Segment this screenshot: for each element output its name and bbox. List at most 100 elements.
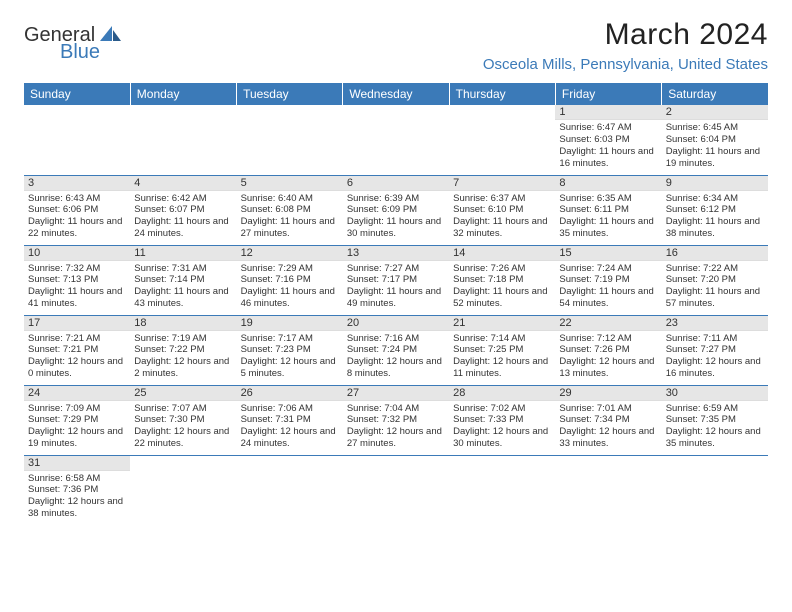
day-cell (237, 105, 343, 175)
day-cell: 27Sunrise: 7:04 AMSunset: 7:32 PMDayligh… (343, 385, 449, 455)
day-number (662, 456, 768, 458)
daylight-text: Daylight: 11 hours and 46 minutes. (241, 286, 339, 310)
daylight-text: Daylight: 11 hours and 24 minutes. (134, 216, 232, 240)
day-cell: 25Sunrise: 7:07 AMSunset: 7:30 PMDayligh… (130, 385, 236, 455)
daylight-text: Daylight: 12 hours and 5 minutes. (241, 356, 339, 380)
day-cell (130, 455, 236, 525)
sunset-text: Sunset: 7:27 PM (666, 344, 764, 356)
day-cell: 28Sunrise: 7:02 AMSunset: 7:33 PMDayligh… (449, 385, 555, 455)
day-details: Sunrise: 7:09 AMSunset: 7:29 PMDaylight:… (24, 401, 130, 454)
day-details: Sunrise: 7:14 AMSunset: 7:25 PMDaylight:… (449, 331, 555, 384)
day-details: Sunrise: 7:16 AMSunset: 7:24 PMDaylight:… (343, 331, 449, 384)
day-number (449, 456, 555, 458)
daylight-text: Daylight: 12 hours and 24 minutes. (241, 426, 339, 450)
month-title: March 2024 (483, 18, 768, 52)
day-details: Sunrise: 7:19 AMSunset: 7:22 PMDaylight:… (130, 331, 236, 384)
day-number: 27 (343, 386, 449, 401)
day-details: Sunrise: 6:45 AMSunset: 6:04 PMDaylight:… (662, 120, 768, 173)
sunset-text: Sunset: 7:33 PM (453, 414, 551, 426)
day-details: Sunrise: 7:17 AMSunset: 7:23 PMDaylight:… (237, 331, 343, 384)
day-number: 25 (130, 386, 236, 401)
day-number: 11 (130, 246, 236, 261)
sunset-text: Sunset: 7:19 PM (559, 274, 657, 286)
sunrise-text: Sunrise: 6:39 AM (347, 193, 445, 205)
sunset-text: Sunset: 7:34 PM (559, 414, 657, 426)
day-number: 10 (24, 246, 130, 261)
sunrise-text: Sunrise: 6:42 AM (134, 193, 232, 205)
sunset-text: Sunset: 6:10 PM (453, 204, 551, 216)
daylight-text: Daylight: 12 hours and 33 minutes. (559, 426, 657, 450)
sunset-text: Sunset: 7:30 PM (134, 414, 232, 426)
daylight-text: Daylight: 11 hours and 43 minutes. (134, 286, 232, 310)
sunset-text: Sunset: 7:35 PM (666, 414, 764, 426)
sunrise-text: Sunrise: 7:16 AM (347, 333, 445, 345)
sunset-text: Sunset: 7:16 PM (241, 274, 339, 286)
day-number: 26 (237, 386, 343, 401)
day-number (555, 456, 661, 458)
day-cell: 19Sunrise: 7:17 AMSunset: 7:23 PMDayligh… (237, 315, 343, 385)
day-number (343, 456, 449, 458)
sunrise-text: Sunrise: 6:47 AM (559, 122, 657, 134)
week-row: 3Sunrise: 6:43 AMSunset: 6:06 PMDaylight… (24, 175, 768, 245)
day-header: Tuesday (237, 83, 343, 105)
sunrise-text: Sunrise: 7:29 AM (241, 263, 339, 275)
day-number: 17 (24, 316, 130, 331)
sunset-text: Sunset: 7:23 PM (241, 344, 339, 356)
day-details: Sunrise: 7:24 AMSunset: 7:19 PMDaylight:… (555, 261, 661, 314)
day-cell (449, 455, 555, 525)
day-cell: 11Sunrise: 7:31 AMSunset: 7:14 PMDayligh… (130, 245, 236, 315)
day-cell: 29Sunrise: 7:01 AMSunset: 7:34 PMDayligh… (555, 385, 661, 455)
day-cell: 5Sunrise: 6:40 AMSunset: 6:08 PMDaylight… (237, 175, 343, 245)
sunrise-text: Sunrise: 6:59 AM (666, 403, 764, 415)
day-cell: 14Sunrise: 7:26 AMSunset: 7:18 PMDayligh… (449, 245, 555, 315)
day-details: Sunrise: 7:22 AMSunset: 7:20 PMDaylight:… (662, 261, 768, 314)
day-number: 5 (237, 176, 343, 191)
day-number: 1 (555, 105, 661, 120)
sunset-text: Sunset: 7:29 PM (28, 414, 126, 426)
sunset-text: Sunset: 7:25 PM (453, 344, 551, 356)
day-details: Sunrise: 7:07 AMSunset: 7:30 PMDaylight:… (130, 401, 236, 454)
sunrise-text: Sunrise: 7:04 AM (347, 403, 445, 415)
day-number (24, 105, 130, 107)
sunrise-text: Sunrise: 7:24 AM (559, 263, 657, 275)
sunrise-text: Sunrise: 6:58 AM (28, 473, 126, 485)
daylight-text: Daylight: 12 hours and 27 minutes. (347, 426, 445, 450)
day-number: 18 (130, 316, 236, 331)
day-number: 6 (343, 176, 449, 191)
day-details: Sunrise: 7:04 AMSunset: 7:32 PMDaylight:… (343, 401, 449, 454)
day-cell: 20Sunrise: 7:16 AMSunset: 7:24 PMDayligh… (343, 315, 449, 385)
day-cell: 23Sunrise: 7:11 AMSunset: 7:27 PMDayligh… (662, 315, 768, 385)
daylight-text: Daylight: 12 hours and 35 minutes. (666, 426, 764, 450)
week-row: 24Sunrise: 7:09 AMSunset: 7:29 PMDayligh… (24, 385, 768, 455)
day-cell: 1Sunrise: 6:47 AMSunset: 6:03 PMDaylight… (555, 105, 661, 175)
daylight-text: Daylight: 12 hours and 16 minutes. (666, 356, 764, 380)
day-details: Sunrise: 7:26 AMSunset: 7:18 PMDaylight:… (449, 261, 555, 314)
day-header-row: Sunday Monday Tuesday Wednesday Thursday… (24, 83, 768, 105)
daylight-text: Daylight: 11 hours and 16 minutes. (559, 146, 657, 170)
daylight-text: Daylight: 12 hours and 2 minutes. (134, 356, 232, 380)
sunrise-text: Sunrise: 7:06 AM (241, 403, 339, 415)
day-cell: 12Sunrise: 7:29 AMSunset: 7:16 PMDayligh… (237, 245, 343, 315)
day-cell (662, 455, 768, 525)
day-details: Sunrise: 7:29 AMSunset: 7:16 PMDaylight:… (237, 261, 343, 314)
week-row: 1Sunrise: 6:47 AMSunset: 6:03 PMDaylight… (24, 105, 768, 175)
location: Osceola Mills, Pennsylvania, United Stat… (483, 56, 768, 73)
day-number (130, 456, 236, 458)
sunset-text: Sunset: 7:17 PM (347, 274, 445, 286)
day-header: Thursday (449, 83, 555, 105)
sunrise-text: Sunrise: 7:31 AM (134, 263, 232, 275)
day-number (130, 105, 236, 107)
sunrise-text: Sunrise: 6:34 AM (666, 193, 764, 205)
day-cell: 17Sunrise: 7:21 AMSunset: 7:21 PMDayligh… (24, 315, 130, 385)
daylight-text: Daylight: 12 hours and 13 minutes. (559, 356, 657, 380)
day-number: 31 (24, 456, 130, 471)
day-cell: 6Sunrise: 6:39 AMSunset: 6:09 PMDaylight… (343, 175, 449, 245)
day-number (343, 105, 449, 107)
day-number: 3 (24, 176, 130, 191)
sunrise-text: Sunrise: 7:11 AM (666, 333, 764, 345)
sunset-text: Sunset: 6:08 PM (241, 204, 339, 216)
day-details: Sunrise: 7:21 AMSunset: 7:21 PMDaylight:… (24, 331, 130, 384)
day-number: 2 (662, 105, 768, 120)
day-cell: 9Sunrise: 6:34 AMSunset: 6:12 PMDaylight… (662, 175, 768, 245)
logo-text-block: General Blue (24, 24, 122, 64)
